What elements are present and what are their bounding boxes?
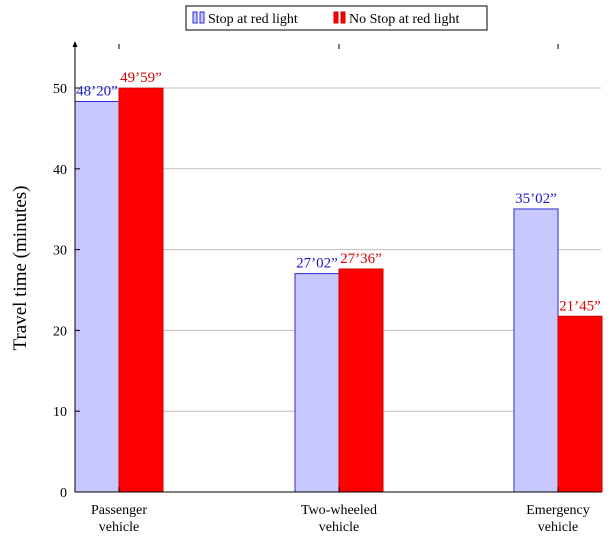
data-label: 49’59” — [120, 70, 162, 86]
legend-swatch-icon — [199, 11, 205, 24]
y-tick-label: 40 — [53, 163, 67, 178]
bars — [74, 87, 603, 493]
bar-stop-2 — [513, 208, 559, 493]
category-label: Emergency vehicle — [526, 503, 590, 535]
bar-nostop-0 — [118, 87, 164, 493]
legend-label: Stop at red light — [208, 12, 298, 27]
bar-nostop-2 — [557, 315, 603, 493]
legend: Stop at red light No Stop at red light — [185, 5, 488, 31]
data-label: 35’02” — [515, 191, 557, 207]
legend-swatch-icon — [340, 11, 346, 24]
bar-stop-0 — [74, 100, 120, 493]
y-axis-label: Travel time (minutes) — [10, 186, 31, 351]
y-tick-label: 20 — [53, 324, 67, 339]
y-tick-label: 0 — [60, 486, 67, 501]
data-label: 21’45” — [559, 298, 601, 314]
legend-swatch-icon — [192, 11, 198, 24]
y-tick-label: 50 — [53, 82, 67, 97]
category-label: Passenger vehicle — [91, 503, 147, 535]
data-label: 48’20” — [76, 83, 118, 99]
y-tick-label: 10 — [53, 405, 67, 420]
category-labels: Passenger vehicle Two-wheeled vehicle Emerge… — [91, 503, 590, 535]
y-ticks: 0 10 20 30 40 50 — [53, 44, 559, 501]
legend-label: No Stop at red light — [349, 12, 460, 27]
y-tick-label: 30 — [53, 244, 67, 259]
bar-stop-1 — [294, 273, 340, 493]
category-label: Two-wheeled vehicle — [301, 503, 377, 535]
legend-swatch-icon — [333, 11, 339, 24]
data-label: 27’36” — [340, 251, 382, 267]
data-labels: 48’20”49’59” 27’02” 27’36” 35’02” 21’45” — [76, 70, 601, 314]
axes — [72, 41, 601, 493]
bar-nostop-1 — [338, 268, 384, 493]
data-label: 27’02” — [296, 256, 338, 272]
y-axis-arrow-icon — [72, 41, 78, 47]
